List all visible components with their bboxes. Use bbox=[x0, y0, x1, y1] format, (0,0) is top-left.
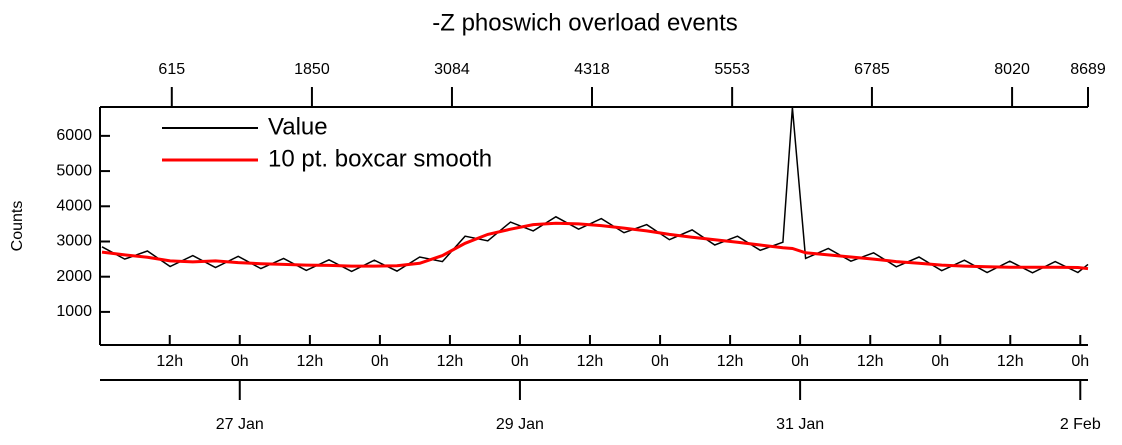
chart-title: -Z phoswich overload events bbox=[432, 9, 737, 36]
time-tick-label: 12h bbox=[577, 353, 604, 370]
top-tick-label: 615 bbox=[158, 61, 185, 78]
time-tick-label: 0h bbox=[511, 353, 529, 370]
y-axis-label: Counts bbox=[9, 201, 26, 252]
time-tick-label: 12h bbox=[717, 353, 744, 370]
top-tick-label: 3084 bbox=[434, 61, 470, 78]
time-tick-label: 12h bbox=[156, 353, 183, 370]
time-tick-label: 12h bbox=[297, 353, 324, 370]
y-tick-label: 5000 bbox=[56, 162, 92, 179]
top-tick-label: 6785 bbox=[854, 61, 890, 78]
y-tick-label: 3000 bbox=[56, 233, 92, 250]
time-tick-label: 0h bbox=[931, 353, 949, 370]
y-tick-label: 4000 bbox=[56, 198, 92, 215]
top-tick-label: 4318 bbox=[574, 61, 610, 78]
top-tick-label: 8689 bbox=[1070, 61, 1106, 78]
legend-label: Value bbox=[268, 113, 328, 140]
y-tick-label: 1000 bbox=[56, 303, 92, 320]
y-tick-label: 6000 bbox=[56, 127, 92, 144]
time-tick-label: 0h bbox=[1071, 353, 1089, 370]
time-tick-label: 0h bbox=[791, 353, 809, 370]
time-tick-label: 0h bbox=[651, 353, 669, 370]
time-tick-label: 12h bbox=[857, 353, 884, 370]
time-tick-label: 0h bbox=[371, 353, 389, 370]
top-tick-label: 5553 bbox=[714, 61, 750, 78]
date-tick-label: 31 Jan bbox=[776, 416, 824, 433]
date-tick-label: 2 Feb bbox=[1060, 416, 1101, 433]
date-tick-label: 29 Jan bbox=[496, 416, 544, 433]
top-tick-label: 8020 bbox=[994, 61, 1030, 78]
top-tick-label: 1850 bbox=[294, 61, 330, 78]
legend-label: 10 pt. boxcar smooth bbox=[268, 145, 492, 172]
time-tick-label: 12h bbox=[437, 353, 464, 370]
series-line bbox=[101, 221, 1089, 271]
date-tick-label: 27 Jan bbox=[216, 416, 264, 433]
time-tick-label: 12h bbox=[997, 353, 1024, 370]
time-tick-label: 0h bbox=[231, 353, 249, 370]
y-tick-label: 2000 bbox=[56, 268, 92, 285]
series-line bbox=[101, 107, 1089, 274]
